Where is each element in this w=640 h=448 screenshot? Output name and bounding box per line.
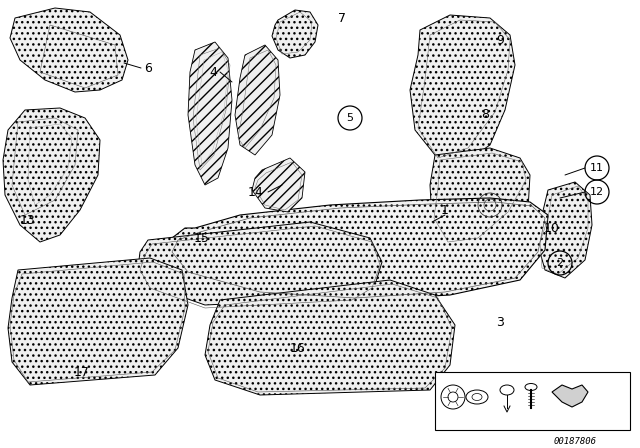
Ellipse shape <box>500 385 514 395</box>
Text: 11: 11 <box>471 373 483 383</box>
Polygon shape <box>552 385 588 407</box>
Polygon shape <box>252 158 305 212</box>
Circle shape <box>441 385 465 409</box>
Polygon shape <box>188 42 232 185</box>
Text: 5: 5 <box>504 373 510 383</box>
Text: 11: 11 <box>590 163 604 173</box>
Polygon shape <box>430 148 530 248</box>
Text: 14: 14 <box>248 185 264 198</box>
Text: 9: 9 <box>496 34 504 47</box>
Text: 00187806: 00187806 <box>554 436 596 445</box>
FancyBboxPatch shape <box>435 372 630 430</box>
Polygon shape <box>272 10 318 58</box>
Text: 3: 3 <box>496 315 504 328</box>
Text: 10: 10 <box>544 221 560 234</box>
Polygon shape <box>3 108 100 242</box>
Polygon shape <box>8 258 188 385</box>
Text: 13: 13 <box>20 214 36 227</box>
Ellipse shape <box>525 383 537 391</box>
Text: 16: 16 <box>290 341 306 354</box>
Polygon shape <box>410 15 515 162</box>
Text: 15: 15 <box>194 232 210 245</box>
Polygon shape <box>205 280 455 395</box>
Text: 7: 7 <box>338 12 346 25</box>
Text: 6: 6 <box>144 61 152 74</box>
Text: 1: 1 <box>441 203 449 216</box>
Ellipse shape <box>466 390 488 404</box>
Text: 4: 4 <box>209 65 217 78</box>
Text: 2: 2 <box>556 258 564 268</box>
Polygon shape <box>538 182 592 278</box>
Polygon shape <box>10 8 128 92</box>
Text: 5: 5 <box>346 113 353 123</box>
Text: 12: 12 <box>447 373 459 383</box>
Polygon shape <box>138 222 382 305</box>
Text: 12: 12 <box>590 187 604 197</box>
Polygon shape <box>235 45 280 155</box>
Text: 8: 8 <box>481 108 489 121</box>
Polygon shape <box>168 198 548 300</box>
Text: 17: 17 <box>74 366 90 379</box>
Text: 2: 2 <box>528 373 534 383</box>
